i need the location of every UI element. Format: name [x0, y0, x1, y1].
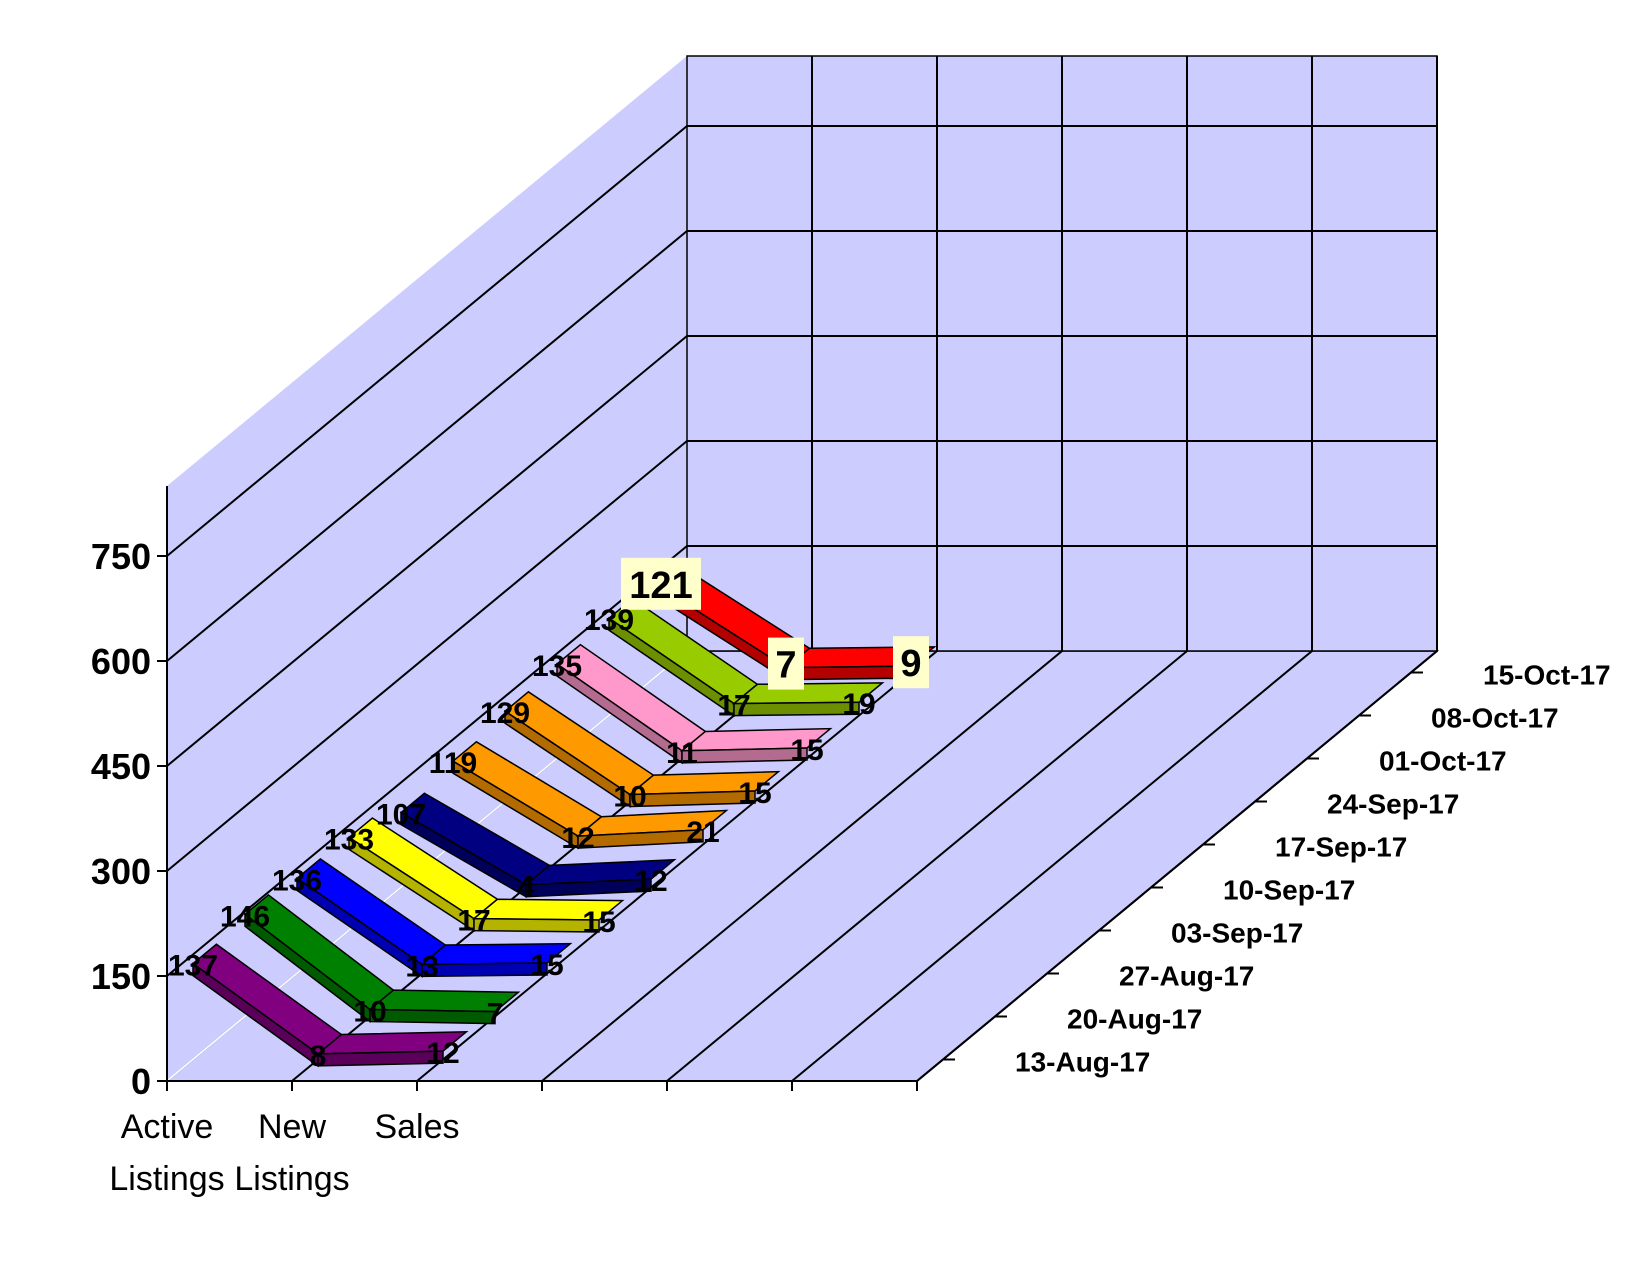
series-ribbon-side — [629, 790, 756, 808]
data-label-box — [621, 557, 701, 610]
series-ribbon-side — [473, 917, 600, 933]
series-label: 20-Aug-17 — [1067, 1004, 1202, 1035]
data-label: 137 — [168, 950, 218, 983]
grid-line-x — [666, 56, 1188, 1082]
data-label: 15 — [790, 734, 823, 767]
series-label: 13-Aug-17 — [1015, 1047, 1150, 1078]
series-ribbon-side — [681, 747, 808, 764]
series-label: 08-Oct-17 — [1431, 703, 1559, 734]
data-label: 11 — [666, 737, 698, 770]
data-label: 19 — [842, 688, 875, 721]
data-label: 21 — [686, 816, 719, 849]
y-tick-label: 150 — [91, 956, 151, 997]
x-tick-label: Listings — [109, 1160, 224, 1198]
y-tick-label: 300 — [91, 851, 151, 892]
data-label: 15 — [530, 949, 563, 982]
grid-line-x — [541, 56, 1063, 1082]
y-tick-label: 450 — [91, 746, 151, 787]
data-label: 9 — [900, 643, 921, 685]
data-label: 135 — [532, 650, 582, 683]
x-tick-label: New — [258, 1108, 326, 1146]
y-tick-label: 750 — [91, 536, 151, 577]
y-tick-label: 0 — [131, 1061, 151, 1102]
data-label: 10 — [613, 781, 646, 814]
data-label: 12 — [561, 822, 594, 855]
data-label: 8 — [310, 1040, 327, 1073]
data-label: 15 — [582, 906, 615, 939]
data-label-box — [893, 636, 929, 689]
series-ribbon-side — [577, 829, 704, 849]
data-label: 139 — [584, 604, 634, 637]
data-label: 136 — [272, 864, 322, 897]
series-label: 10-Sep-17 — [1223, 875, 1355, 906]
series-label: 17-Sep-17 — [1275, 832, 1407, 863]
data-label: 7 — [487, 998, 504, 1031]
data-label: 15 — [738, 777, 771, 810]
data-label: 4 — [518, 871, 535, 904]
chart-axes: 0 150 300 450 600 750 Active Listings New Listing… — [91, 486, 1611, 1198]
series-ribbon-side — [525, 878, 652, 898]
x-tick-label: Listings — [234, 1160, 349, 1198]
data-label: 7 — [775, 645, 796, 687]
y-tick-label: 600 — [91, 641, 151, 682]
series-ribbon-side — [733, 701, 860, 717]
series-label: 27-Aug-17 — [1119, 961, 1254, 992]
data-label: 133 — [324, 823, 374, 856]
data-label: 129 — [480, 697, 530, 730]
z-axis-line — [916, 650, 1438, 1082]
series-ribbon-side — [785, 665, 912, 681]
data-label: 17 — [457, 905, 490, 938]
series-label: 01-Oct-17 — [1379, 746, 1507, 777]
data-label-box — [768, 637, 804, 690]
data-label: 119 — [429, 747, 477, 780]
data-label: 107 — [376, 799, 426, 832]
data-label: 146 — [220, 900, 270, 933]
series-label: 15-Oct-17 — [1483, 660, 1611, 691]
series-label: 03-Sep-17 — [1171, 918, 1303, 949]
data-label: 10 — [353, 996, 386, 1029]
data-label: 12 — [634, 865, 667, 898]
series-ribbon-side — [421, 962, 548, 978]
grid-line-x — [791, 56, 1313, 1082]
data-label: 13 — [405, 950, 438, 983]
x-tick-label: Sales — [374, 1108, 459, 1146]
x-tick-label: Active — [121, 1108, 214, 1146]
series-label: 24-Sep-17 — [1327, 789, 1459, 820]
series-ribbon-side — [317, 1050, 444, 1067]
data-label: 121 — [629, 565, 692, 607]
grid-line-x — [416, 56, 938, 1082]
side-wall — [167, 56, 687, 1081]
series-ribbon-side — [369, 1008, 496, 1025]
data-label: 12 — [426, 1037, 459, 1070]
data-label: 17 — [717, 690, 750, 723]
